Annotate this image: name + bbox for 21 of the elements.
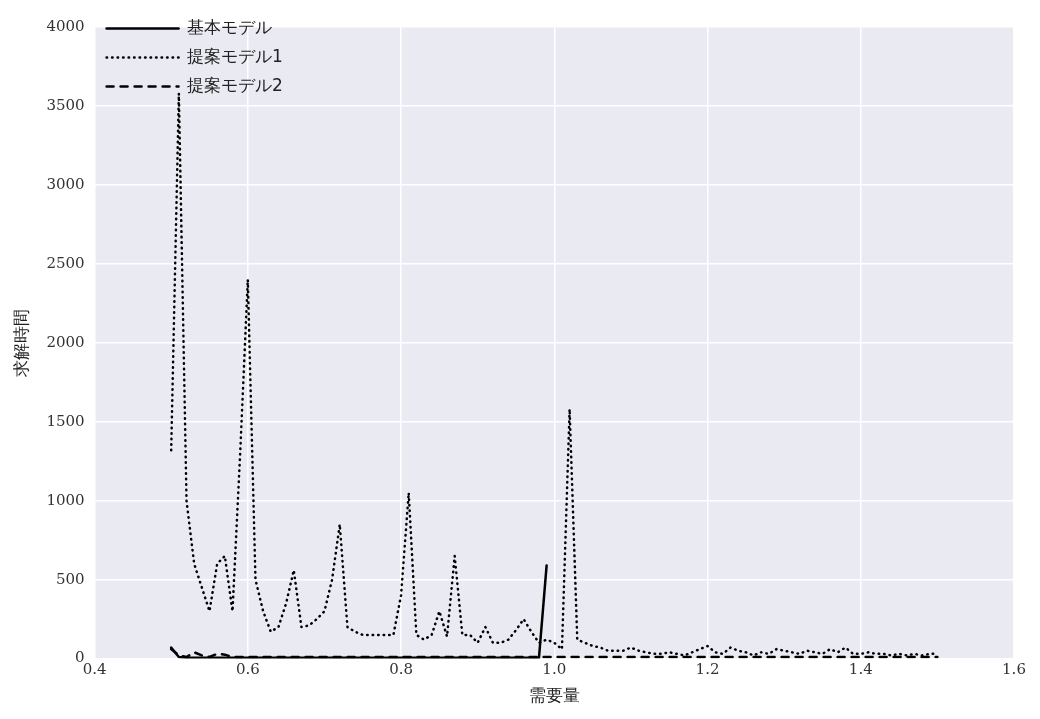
y-tick-label: 500 [55,569,85,588]
y-tick-label: 2500 [46,253,85,272]
x-tick-label: 1.4 [848,660,873,679]
y-tick-label: 1500 [46,411,85,430]
x-tick-label: 0.6 [235,660,260,679]
y-tick-label: 1000 [46,490,85,509]
legend-label: 提案モデル1 [187,45,283,66]
y-tick-label: 0 [75,648,85,667]
y-tick-label: 4000 [46,16,85,35]
x-axis-title: 需要量 [528,685,580,706]
y-axis-title: 求解時間 [10,308,31,377]
x-tick-label: 0.4 [82,660,107,679]
legend-label: 提案モデル2 [187,74,283,95]
x-tick-label: 1.2 [695,660,720,679]
y-tick-label: 3000 [46,174,85,193]
legend-label: 基本モデル [187,16,273,37]
x-tick-label: 1.0 [542,660,567,679]
x-tick-label: 1.6 [1002,660,1026,679]
x-tick-label: 0.8 [389,660,413,679]
y-tick-label: 3500 [46,95,85,114]
y-tick-label: 2000 [46,332,85,351]
